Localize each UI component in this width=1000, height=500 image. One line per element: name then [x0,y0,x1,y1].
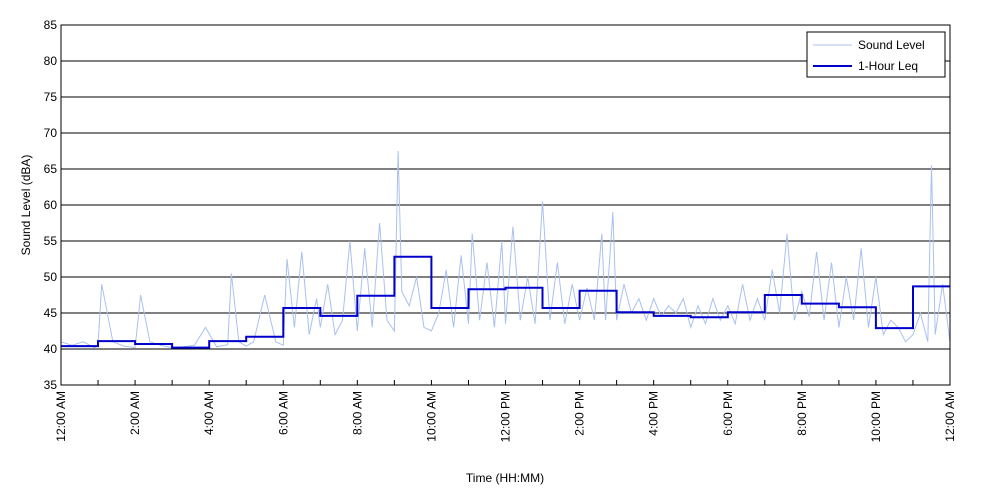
x-tick-label: 8:00 AM [350,391,364,435]
x-tick-label: 12:00 PM [499,391,513,442]
y-tick-label: 60 [44,198,58,212]
y-tick-label: 55 [44,234,58,248]
x-tick-label: 2:00 AM [128,391,142,435]
x-tick-label: 12:00 AM [54,391,68,442]
x-tick-label: 2:00 PM [573,391,587,436]
y-tick-label: 35 [44,378,58,392]
legend: Sound Level 1-Hour Leq [806,31,946,78]
y-tick-label: 45 [44,306,58,320]
legend-label-1-hour-leq: 1-Hour Leq [858,59,918,73]
x-tick-label: 8:00 PM [795,391,809,436]
y-tick-label: 70 [44,126,58,140]
x-tick-label: 4:00 PM [647,391,661,436]
x-axis-label: Time (HH:MM) [466,471,544,485]
x-tick-label: 10:00 AM [424,391,438,442]
series-sound-level-line [60,150,951,349]
plot-frame [60,24,951,386]
legend-label-sound-level: Sound Level [858,38,925,52]
x-tick-label: 4:00 AM [202,391,216,435]
y-tick-labels: 35 40 45 50 55 60 65 70 75 80 85 [44,18,58,392]
x-tick-label: 6:00 PM [721,391,735,436]
y-tick-label: 65 [44,162,58,176]
y-tick-label: 75 [44,90,58,104]
x-tick-labels: 12:00 AM 2:00 AM 4:00 AM 6:00 AM 8:00 AM 10:0… [54,391,957,442]
y-tick-label: 50 [44,270,58,284]
y-tick-label: 40 [44,342,58,356]
y-axis-label: Sound Level (dBA) [19,155,33,256]
x-tick-label: 6:00 AM [276,391,290,435]
legend-box [806,31,946,78]
x-tick-label: 10:00 PM [869,391,883,442]
x-tick-label: 12:00 AM [943,391,957,442]
y-tick-label: 80 [44,54,58,68]
series-layer [60,150,951,349]
y-tick-label: 85 [44,18,58,32]
series-1-hour-leq-step [61,255,950,349]
